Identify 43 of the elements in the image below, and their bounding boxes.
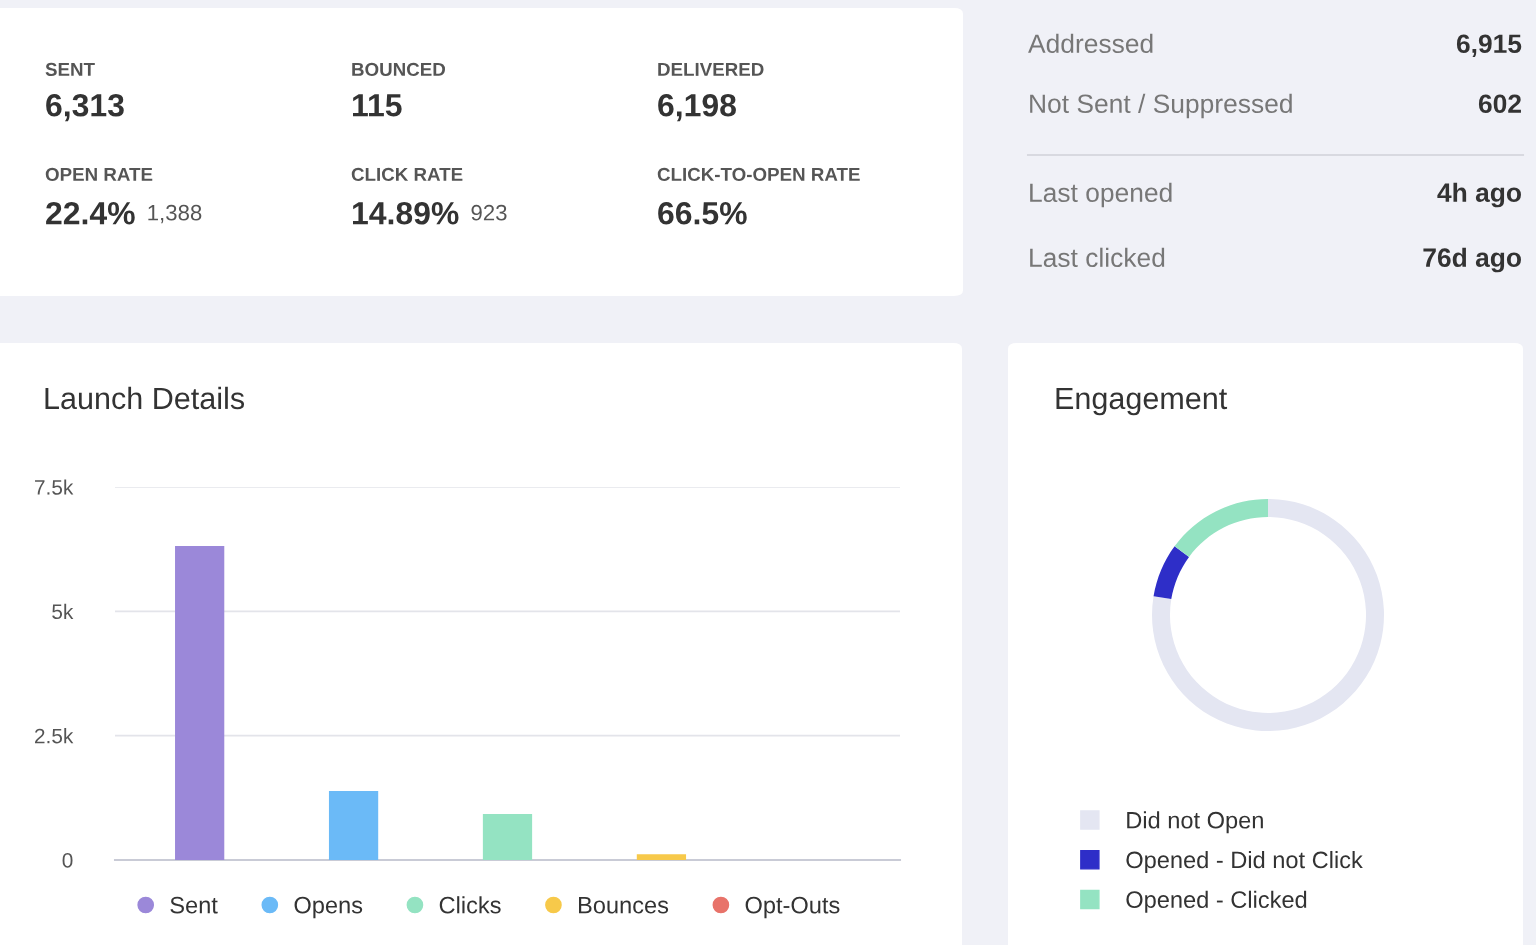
bar xyxy=(175,546,225,860)
y-tick-label: 7.5k xyxy=(35,479,74,495)
bar xyxy=(636,854,687,860)
category-label: BOUNCED xyxy=(352,62,446,77)
chart-title: Engagement xyxy=(1056,387,1228,416)
bar xyxy=(482,814,533,860)
text: 602 xyxy=(1478,94,1521,114)
text: 76d ago xyxy=(1423,247,1521,273)
legend-label: Opened - Did not Click xyxy=(1126,850,1363,873)
category-label: Bounces xyxy=(579,897,669,914)
legend-label: Did not Open xyxy=(1127,811,1263,834)
y-tick-label: 0 xyxy=(62,853,73,868)
text: 66.5% xyxy=(658,201,747,225)
category-label: Addressed xyxy=(1028,33,1153,54)
y-tick-label: 5k xyxy=(52,603,74,620)
donut-slice xyxy=(1153,546,1190,600)
category-label: Last clicked xyxy=(1030,247,1165,268)
text: 22.4% xyxy=(46,201,135,225)
category-label: Last opened xyxy=(1030,182,1172,208)
category-label: Clicks xyxy=(439,896,501,914)
category-label: Opens xyxy=(294,896,363,919)
text: 923 xyxy=(471,204,507,221)
text: 6,915 xyxy=(1456,34,1522,57)
text: 6,198 xyxy=(658,93,736,122)
bar xyxy=(328,790,379,860)
category-label: CLICK RATE xyxy=(351,167,463,182)
category-label: SENT xyxy=(45,62,95,77)
text: 6,313 xyxy=(46,93,124,122)
y-tick-label: 2.5k xyxy=(35,728,74,744)
text: 115 xyxy=(353,94,402,117)
text: 1,388 xyxy=(148,204,202,224)
donut-slice xyxy=(1152,499,1384,731)
text: 14.89% xyxy=(353,201,459,225)
category-label: DELIVERED xyxy=(658,62,764,76)
category-label: CLICK-TO-OPEN RATE xyxy=(657,167,860,182)
category-label: OPEN RATE xyxy=(45,167,153,182)
chart-title: Launch Details xyxy=(45,386,245,410)
text: 4h ago xyxy=(1437,182,1521,208)
legend-label: Opened - Clicked xyxy=(1126,890,1307,913)
category-label: Opt-Outs xyxy=(745,896,840,919)
donut-slice xyxy=(1174,499,1268,557)
category-label: Not Sent / Suppressed xyxy=(1030,93,1292,119)
category-label: Sent xyxy=(170,896,218,914)
